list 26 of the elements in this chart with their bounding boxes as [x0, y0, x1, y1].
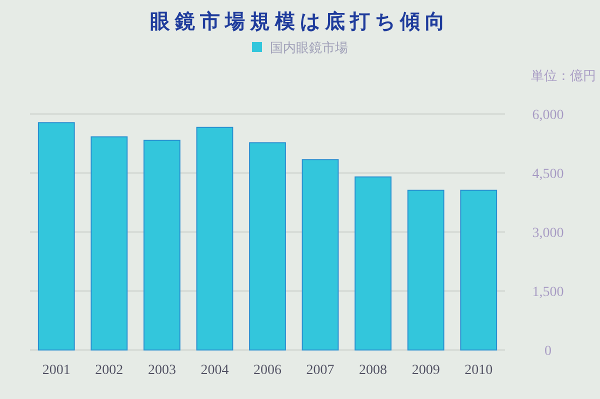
x-tick-label: 2006: [254, 363, 282, 378]
x-tick-label: 2004: [200, 363, 229, 378]
chart-title: 眼鏡市場規模は底打ち傾向: [150, 9, 450, 33]
bar: [460, 190, 498, 350]
bar: [249, 142, 286, 350]
bar: [90, 136, 128, 350]
y-tick-label: 6,000: [532, 108, 564, 123]
y-tick-label: 1,500: [532, 285, 564, 300]
y-tick-label: 3,000: [532, 226, 564, 241]
y-tick-label: 4,500: [532, 167, 564, 182]
x-tick-label: 2009: [412, 363, 440, 378]
y-tick-label: 0: [544, 344, 552, 359]
x-tick-label: 2002: [95, 363, 124, 378]
bar: [302, 159, 339, 350]
x-tick-label: 2003: [148, 363, 176, 378]
text: 国内眼鏡市場: [270, 41, 348, 56]
bar: [38, 122, 75, 350]
bar: [407, 190, 444, 350]
x-tick-label: 2010: [464, 363, 493, 378]
x-tick-label: 2007: [306, 363, 334, 378]
bar: [144, 140, 180, 350]
text: 単位：億円: [531, 69, 596, 84]
bar: [196, 126, 234, 350]
bar: [354, 176, 392, 350]
x-tick-label: 2001: [42, 363, 70, 378]
x-tick-label: 2008: [359, 363, 388, 378]
